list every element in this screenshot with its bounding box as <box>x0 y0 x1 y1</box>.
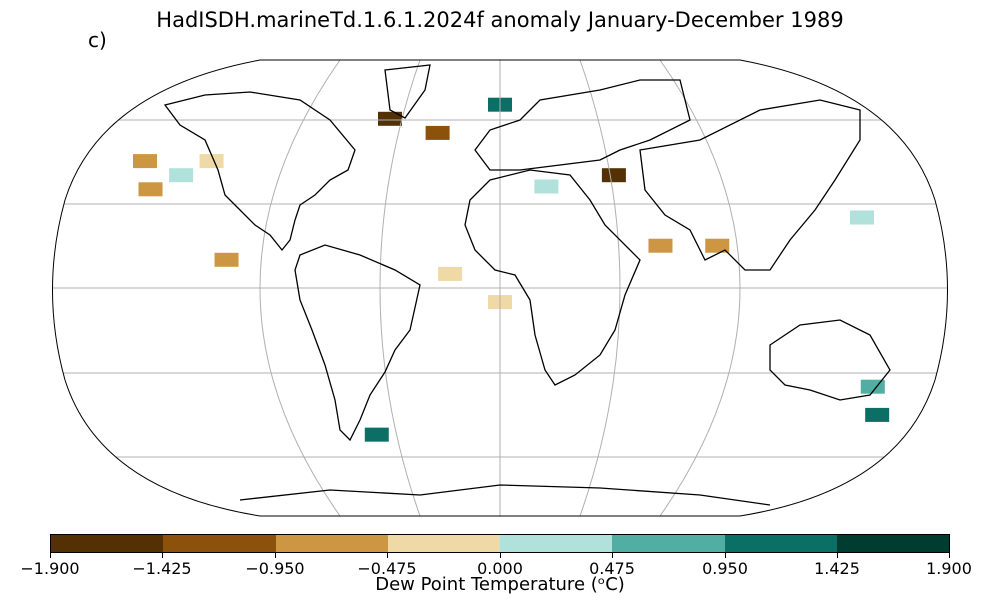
anomaly-cell <box>438 266 463 281</box>
globe-outline <box>52 59 948 517</box>
tick-label: −0.475 <box>357 559 417 578</box>
lon-line-60e <box>579 60 621 516</box>
colorbar-bin-1 <box>51 535 164 552</box>
asia-coast <box>639 99 861 271</box>
anomaly-cell <box>378 111 402 126</box>
africa-coast <box>464 169 641 386</box>
panel-label: c) <box>88 28 107 52</box>
tick-label: 0.950 <box>702 559 748 578</box>
colorbar-bin-8 <box>836 535 949 552</box>
anomaly-cell <box>865 407 890 422</box>
map-title: HadISDH.marineTd.1.6.1.2024f anomaly Jan… <box>156 8 844 32</box>
anomaly-cells <box>133 97 890 442</box>
tick-label: 1.425 <box>814 559 860 578</box>
antarctica-coast <box>239 484 771 506</box>
europe-coast <box>474 79 691 171</box>
anomaly-cell <box>199 154 224 169</box>
lon-line-60w <box>379 60 421 516</box>
tick-label: −0.950 <box>245 559 305 578</box>
colorbar-bin-6 <box>612 535 725 552</box>
anomaly-cell <box>364 427 389 442</box>
colorbar-bin-3 <box>275 535 388 552</box>
north-america-coast <box>163 91 356 252</box>
tick-mark <box>387 553 388 558</box>
tick-label: −1.425 <box>132 559 192 578</box>
colorbar-bin-2 <box>163 535 276 552</box>
anomaly-cell <box>601 168 626 183</box>
robinson-map <box>52 59 948 517</box>
anomaly-cell <box>214 252 239 267</box>
tick-label: −1.900 <box>20 559 80 578</box>
anomaly-cell <box>705 238 730 253</box>
tick-mark <box>50 553 51 558</box>
anomaly-cell <box>169 168 194 183</box>
tick-mark <box>837 553 838 558</box>
tick-label: 0.475 <box>589 559 635 578</box>
anomaly-cell <box>133 154 157 169</box>
tick-mark <box>162 553 163 558</box>
anomaly-cell <box>648 238 673 253</box>
graticule <box>52 60 948 516</box>
anomaly-cell <box>138 182 163 197</box>
colorbar-bin-7 <box>724 535 837 552</box>
greenland-coast <box>384 64 431 119</box>
tick-mark <box>725 553 726 558</box>
tick-mark <box>275 553 276 558</box>
tick-mark <box>612 553 613 558</box>
colorbar <box>50 534 950 553</box>
tick-mark <box>949 553 950 558</box>
colorbar-ticks: −1.900 −1.425 −0.950 −0.475 0.000 0.475 … <box>0 553 1000 583</box>
coastlines <box>163 64 891 506</box>
tick-label: 1.900 <box>926 559 972 578</box>
tick-mark <box>500 553 501 558</box>
colorbar-label: Dew Point Temperature (ᵒC) <box>375 574 625 595</box>
australia-coast <box>769 319 891 401</box>
anomaly-cell <box>534 179 559 194</box>
lon-line-120w <box>259 60 341 516</box>
anomaly-cell <box>849 210 874 225</box>
south-america-coast <box>294 244 421 442</box>
colorbar-bin-4 <box>387 535 500 552</box>
tick-label: 0.000 <box>477 559 523 578</box>
lon-line-120e <box>659 60 741 516</box>
colorbar-bin-5 <box>500 535 613 552</box>
anomaly-cell <box>425 125 450 140</box>
